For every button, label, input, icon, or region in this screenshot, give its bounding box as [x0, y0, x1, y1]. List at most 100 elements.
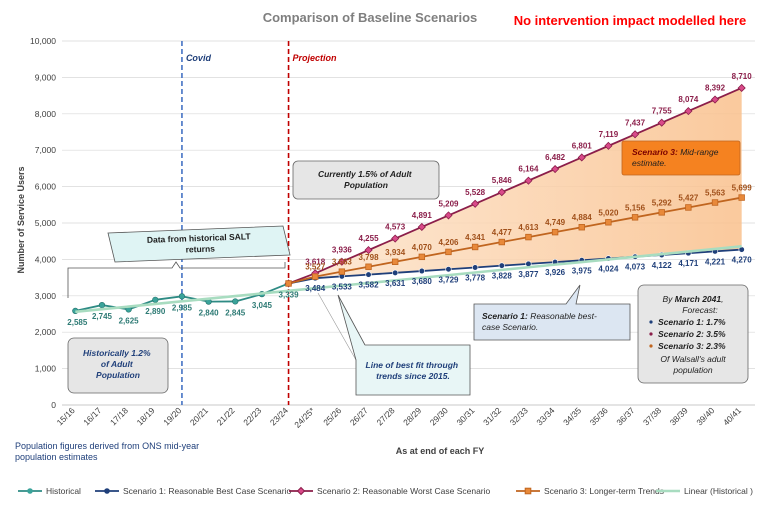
data-point: [551, 228, 559, 236]
x-axis-label: As at end of each FY: [396, 446, 485, 456]
scenario-range-fill: [288, 87, 742, 284]
salt-line2: returns: [185, 243, 215, 254]
x-tick-label: 33/34: [534, 405, 556, 427]
data-point: [710, 95, 720, 104]
warning-text: No intervention impact modelled here: [514, 13, 747, 28]
forecast-date: March 2041: [675, 294, 722, 304]
current-line2: Population: [344, 180, 388, 190]
data-point: [392, 269, 399, 276]
historic-annotation: Historically 1.2% of Adult Population: [67, 337, 169, 394]
y-tick-label: 1,000: [35, 364, 57, 374]
data-point: [472, 264, 479, 271]
y-tick-label: 3,000: [35, 291, 57, 301]
forecast-comma: ,: [721, 294, 723, 304]
data-label: 3,582: [359, 281, 380, 290]
legend-marker: [296, 486, 306, 496]
x-tick-label: 21/22: [215, 405, 237, 427]
data-label: 3,533: [332, 282, 353, 291]
data-label: 3,663: [332, 258, 353, 267]
data-label: 2,585: [67, 318, 88, 327]
data-label: 4,749: [545, 218, 566, 227]
x-tick-label: 15/16: [55, 405, 77, 427]
data-label: 3,798: [359, 253, 380, 262]
x-tick-label: 32/33: [508, 405, 530, 427]
x-tick-label: 23/24: [268, 405, 290, 427]
data-point: [658, 209, 665, 216]
data-point: [578, 224, 585, 231]
data-label: 3,828: [492, 272, 513, 281]
data-point: [551, 164, 560, 174]
x-tick-label: 35/36: [588, 405, 610, 427]
legend-marker: [27, 488, 33, 494]
forecast-s1: Scenario 1: 1.7%: [658, 317, 726, 327]
data-point: [285, 280, 292, 287]
data-point: [471, 243, 479, 251]
data-label: 3,339: [279, 290, 300, 299]
data-label: 6,801: [572, 141, 593, 150]
data-point: [365, 263, 372, 270]
data-label: 5,020: [598, 208, 619, 217]
forecast-box: By March 2041, Forecast: Scenario 1: 1.7…: [637, 284, 749, 384]
forecast-s3: Scenario 3: 2.3%: [658, 341, 726, 351]
scenario1-annotation: Scenario 1: Reasonable best- case Scenar…: [473, 284, 631, 341]
data-label: 2,890: [145, 307, 166, 316]
legend-label: Historical: [46, 486, 81, 496]
data-point: [738, 194, 745, 201]
data-point: [178, 293, 186, 300]
data-labels: 2,585 2,745 2,625 2,890 2,985 2,840 2,845 3,045…: [67, 72, 752, 327]
data-label: 8,074: [678, 95, 699, 104]
y-tick-label: 7,000: [35, 145, 57, 155]
data-point: [604, 141, 613, 150]
y-tick-label: 6,000: [35, 182, 57, 192]
data-label: 4,270: [732, 256, 753, 265]
reference-line-label: Projection: [293, 53, 338, 63]
data-point: [98, 301, 106, 309]
chart-title: Comparison of Baseline Scenarios: [263, 10, 478, 25]
data-label: 8,392: [705, 84, 726, 93]
y-tick-label: 2,000: [35, 327, 57, 337]
data-label: 4,070: [412, 243, 433, 252]
svg-text:Scenario 1: Reasonable best-: Scenario 1: Reasonable best- case Scenar…: [482, 311, 599, 332]
data-point: [498, 238, 505, 246]
legend-label: Scenario 1: Reasonable Best Case Scenari…: [123, 486, 291, 496]
reference-line-label: Covid: [186, 53, 212, 63]
current-line1: Currently 1.5% of Adult: [318, 169, 413, 179]
data-point: [417, 222, 426, 232]
svg-text:By March 2041,: By March 2041,: [663, 294, 724, 304]
y-tick-label: 0: [51, 400, 56, 410]
data-point: [365, 271, 372, 278]
data-label: 4,341: [465, 233, 486, 242]
data-label: 4,573: [385, 223, 406, 232]
x-tick-label: 26/27: [348, 405, 370, 427]
data-point: [737, 83, 746, 93]
data-point: [605, 219, 612, 226]
data-point: [497, 188, 506, 197]
x-tick-label: 24/25*: [292, 405, 317, 430]
x-tick-label: 16/17: [81, 405, 103, 427]
svg-text:Line of best fit through: Line of best fit through trends since 20…: [366, 360, 461, 381]
data-label: 2,745: [92, 312, 113, 321]
data-label: 4,122: [652, 261, 673, 270]
x-tick-label: 30/31: [454, 405, 476, 427]
data-label: 2,625: [119, 316, 140, 325]
legend-label: Scenario 2: Reasonable Worst Case Scenar…: [317, 486, 491, 496]
x-tick-label: 40/41: [721, 405, 743, 427]
x-tick-label: 20/21: [188, 405, 210, 427]
x-tick-label: 39/40: [694, 405, 716, 427]
data-label: 4,891: [412, 211, 433, 220]
x-tick-label: 34/35: [561, 405, 583, 427]
data-point: [338, 268, 346, 275]
historic-line1: Historically 1.2%: [83, 348, 151, 358]
source-note-line2: population estimates: [15, 452, 98, 462]
data-point: [391, 234, 400, 243]
series-line: [288, 196, 742, 285]
data-point: [711, 199, 719, 206]
legend-label: Linear (Historical ): [684, 486, 753, 496]
forecast-tail2: population: [672, 365, 713, 375]
y-tick-label: 4,000: [35, 254, 57, 264]
data-label: 4,255: [359, 234, 380, 243]
data-label: 3,729: [438, 275, 459, 284]
data-point: [471, 199, 480, 208]
historic-line3: Population: [96, 370, 140, 380]
y-axis-label: Number of Service Users: [16, 166, 26, 273]
